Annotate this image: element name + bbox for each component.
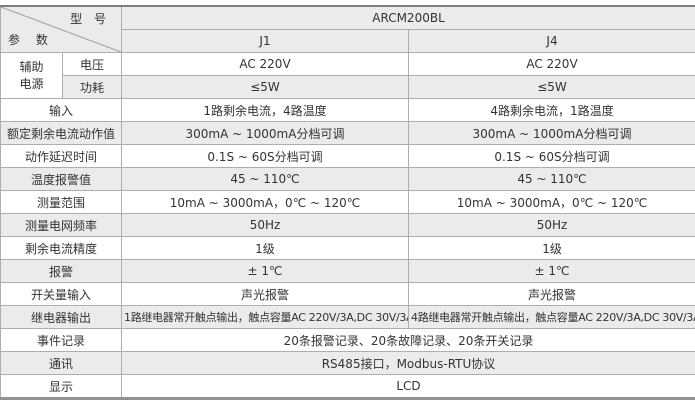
table-row-communication: 通讯 RS485接口，Modbus-RTU协议 <box>0 351 695 375</box>
cell-j4: 1级 <box>407 236 695 260</box>
cell-j1: AC 220V <box>121 52 409 76</box>
row-label: 电压 <box>62 52 122 76</box>
aux-power-label: 辅助 电源 <box>0 52 63 99</box>
row-label: 显示 <box>0 374 122 399</box>
table-row-grid-frequency: 测量电网频率 50Hz 50Hz <box>0 213 695 237</box>
cell-j4: 50Hz <box>407 213 695 237</box>
spec-table: 型 号 参 数 ARCM200BL J1 J4 辅助 电源 电压 AC 220V… <box>0 5 695 400</box>
cell-j1: 1路剩余电流，4路温度 <box>121 98 409 122</box>
table-row-display: 显示 LCD <box>0 374 695 399</box>
diagonal-line <box>1 7 121 52</box>
aux-power-line1: 辅助 <box>19 59 44 74</box>
cell-span: 20条报警记录、20条故障记录、20条开关记录 <box>120 328 695 352</box>
table-row-relay-output: 继电器输出 1路继电器常开触点输出，触点容量AC 220V/3A,DC 30V/… <box>0 305 695 329</box>
table-row-residual-current-accuracy: 剩余电流精度 1级 1级 <box>0 236 695 260</box>
table-row-switch-input: 开关量输入 声光报警 声光报警 <box>0 282 695 306</box>
row-label: 开关量输入 <box>0 282 122 306</box>
cell-j4: 45 ~ 110℃ <box>407 167 695 191</box>
corner-model-label: 型 号 <box>70 12 110 26</box>
corner-cell: 型 号 参 数 <box>0 5 122 53</box>
table-row-rated-residual-current: 额定剩余电流动作值 300mA ~ 1000mA分档可调 300mA ~ 100… <box>0 121 695 145</box>
cell-j4: 4路继电器常开触点输出，触点容量AC 220V/3A,DC 30V/3A <box>407 305 695 329</box>
cell-j4: AC 220V <box>407 52 695 76</box>
table-row-power: 功耗 ≤5W ≤5W <box>1 75 695 99</box>
cell-j1: 0.1S ~ 60S分档可调 <box>121 144 409 168</box>
row-label: 输入 <box>0 98 122 122</box>
row-label: 事件记录 <box>0 328 122 352</box>
model-banner: ARCM200BL <box>120 5 695 30</box>
table-row-alarm-accuracy: 报警 ± 1℃ ± 1℃ <box>0 259 695 283</box>
column-header-j4: J4 <box>407 29 695 53</box>
row-label: 剩余电流精度 <box>0 236 122 260</box>
cell-j1: 1路继电器常开触点输出，触点容量AC 220V/3A,DC 30V/3A <box>121 305 409 329</box>
cell-j4: ≤5W <box>407 75 695 99</box>
row-label: 额定剩余电流动作值 <box>0 121 122 145</box>
cell-j1: ± 1℃ <box>121 259 409 283</box>
cell-j4: 4路剩余电流，1路温度 <box>407 98 695 122</box>
row-label: 继电器输出 <box>0 305 122 329</box>
row-label: 动作延迟时间 <box>0 144 122 168</box>
cell-j1: 声光报警 <box>121 282 409 306</box>
header-row-columns: J1 J4 <box>1 29 695 53</box>
row-label: 温度报警值 <box>0 167 122 191</box>
aux-power-line2: 电源 <box>19 76 44 91</box>
row-label: 测量电网频率 <box>0 213 122 237</box>
row-label: 测量范围 <box>0 190 122 214</box>
table-row-action-delay: 动作延迟时间 0.1S ~ 60S分档可调 0.1S ~ 60S分档可调 <box>0 144 695 168</box>
table-row-event-record: 事件记录 20条报警记录、20条故障记录、20条开关记录 <box>0 328 695 352</box>
cell-span: LCD <box>120 374 695 399</box>
row-label: 功耗 <box>62 75 122 99</box>
table-row-voltage: 辅助 电源 电压 AC 220V AC 220V <box>0 52 695 99</box>
cell-j4: ± 1℃ <box>407 259 695 283</box>
cell-j4: 300mA ~ 1000mA分档可调 <box>407 121 695 145</box>
cell-j1: ≤5W <box>121 75 409 99</box>
cell-j1: 50Hz <box>121 213 409 237</box>
table-row-measure-range: 测量范围 10mA ~ 3000mA，0℃ ~ 120℃ 10mA ~ 3000… <box>0 190 695 214</box>
corner-param-label: 参 数 <box>8 33 54 47</box>
row-label: 报警 <box>0 259 122 283</box>
cell-j4: 10mA ~ 3000mA，0℃ ~ 120℃ <box>407 190 695 214</box>
cell-span: RS485接口，Modbus-RTU协议 <box>120 351 695 375</box>
cell-j1: 1级 <box>121 236 409 260</box>
cell-j1: 10mA ~ 3000mA，0℃ ~ 120℃ <box>121 190 409 214</box>
cell-j1: 300mA ~ 1000mA分档可调 <box>121 121 409 145</box>
table-row-temp-alarm: 温度报警值 45 ~ 110℃ 45 ~ 110℃ <box>0 167 695 191</box>
header-row-model: 型 号 参 数 ARCM200BL <box>0 5 695 53</box>
column-header-j1: J1 <box>121 29 409 53</box>
cell-j1: 45 ~ 110℃ <box>121 167 409 191</box>
cell-j4: 0.1S ~ 60S分档可调 <box>407 144 695 168</box>
row-label: 通讯 <box>0 351 122 375</box>
table-row-input: 输入 1路剩余电流，4路温度 4路剩余电流，1路温度 <box>0 98 695 122</box>
cell-j4: 声光报警 <box>407 282 695 306</box>
